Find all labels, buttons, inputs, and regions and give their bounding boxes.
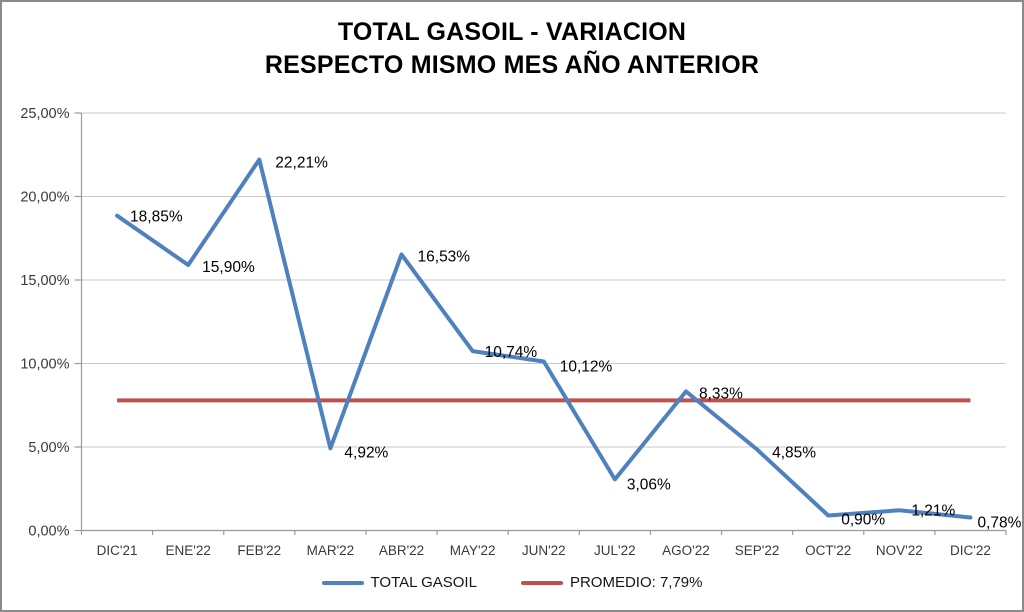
svg-text:22,21%: 22,21% xyxy=(275,155,328,172)
svg-text:FEB'22: FEB'22 xyxy=(237,543,281,558)
svg-text:4,92%: 4,92% xyxy=(344,444,388,461)
svg-text:AGO'22: AGO'22 xyxy=(662,543,710,558)
svg-text:JUN'22: JUN'22 xyxy=(522,543,566,558)
svg-text:MAR'22: MAR'22 xyxy=(307,543,355,558)
total-gasoil-series xyxy=(115,157,973,520)
svg-text:25,00%: 25,00% xyxy=(20,106,69,122)
legend-label-total-gasoil: TOTAL GASOIL xyxy=(370,574,477,591)
legend-item-total-gasoil: TOTAL GASOIL xyxy=(321,574,477,591)
svg-text:10,12%: 10,12% xyxy=(560,358,613,375)
svg-text:1,21%: 1,21% xyxy=(911,502,955,519)
axes xyxy=(74,112,1007,535)
svg-text:4,85%: 4,85% xyxy=(772,445,816,462)
svg-text:15,90%: 15,90% xyxy=(202,259,255,276)
svg-text:8,33%: 8,33% xyxy=(699,385,743,402)
y-gridlines xyxy=(81,112,1006,448)
data-labels: 18,85% 15,90% 22,21% 4,92% 16,53% 10,74% 10,12… xyxy=(130,155,1022,532)
svg-text:5,00%: 5,00% xyxy=(28,440,69,456)
svg-text:DIC'21: DIC'21 xyxy=(97,543,138,558)
legend-item-promedio: PROMEDIO: 7,79% xyxy=(520,574,703,591)
x-axis-labels: DIC'21 ENE'22 FEB'22 MAR'22 ABR'22 MAY'22 JUN'… xyxy=(97,543,991,558)
chart-legend: TOTAL GASOIL PROMEDIO: 7,79% xyxy=(2,574,1022,591)
svg-text:0,00%: 0,00% xyxy=(28,524,69,540)
svg-text:10,00%: 10,00% xyxy=(20,357,69,373)
chart-title-line1: TOTAL GASOIL - VARIACION xyxy=(337,18,687,46)
chart-title: TOTAL GASOIL - VARIACION RESPECTO MISMO … xyxy=(2,16,1022,82)
svg-text:10,74%: 10,74% xyxy=(485,344,538,361)
svg-text:0,78%: 0,78% xyxy=(977,514,1021,531)
chart-title-line2: RESPECTO MISMO MES AÑO ANTERIOR xyxy=(264,51,760,79)
legend-label-promedio: PROMEDIO: 7,79% xyxy=(569,574,703,591)
svg-text:SEP'22: SEP'22 xyxy=(735,543,780,558)
svg-text:18,85%: 18,85% xyxy=(130,209,183,226)
svg-text:16,53%: 16,53% xyxy=(418,248,471,265)
svg-text:OCT'22: OCT'22 xyxy=(805,543,851,558)
svg-text:ABR'22: ABR'22 xyxy=(379,543,424,558)
svg-text:DIC'22: DIC'22 xyxy=(950,543,991,558)
y-axis-labels: 0,00% 5,00% 10,00% 15,00% 20,00% 25,00% xyxy=(20,106,69,540)
legend-line-blue-icon xyxy=(321,580,364,585)
legend-line-red-icon xyxy=(520,580,563,585)
svg-text:ENE'22: ENE'22 xyxy=(165,543,210,558)
svg-text:3,06%: 3,06% xyxy=(627,476,671,493)
svg-text:20,00%: 20,00% xyxy=(20,190,69,206)
svg-text:0,90%: 0,90% xyxy=(841,511,885,528)
svg-text:15,00%: 15,00% xyxy=(20,273,69,289)
svg-text:MAY'22: MAY'22 xyxy=(450,543,496,558)
svg-text:JUL'22: JUL'22 xyxy=(594,543,636,558)
svg-text:NOV'22: NOV'22 xyxy=(876,543,923,558)
